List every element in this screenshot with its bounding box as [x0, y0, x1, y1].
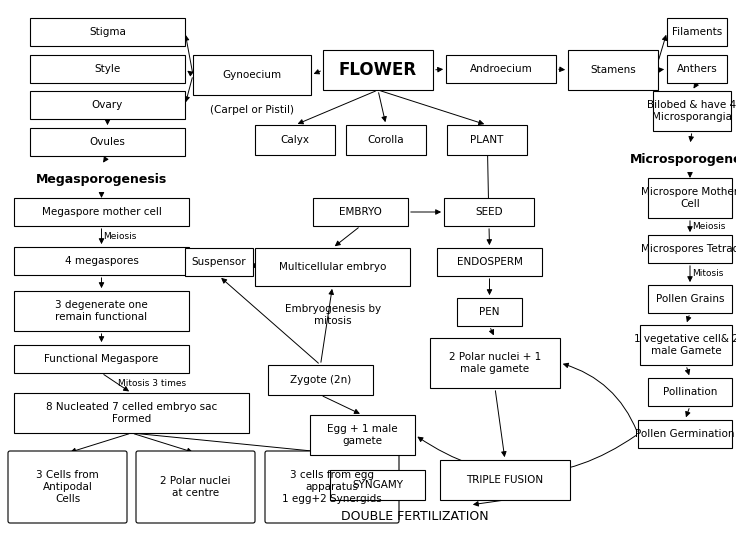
- Text: Embryogenesis by
mitosis: Embryogenesis by mitosis: [285, 304, 381, 326]
- Text: SEED: SEED: [475, 207, 503, 217]
- Text: EMBRYO: EMBRYO: [339, 207, 382, 217]
- FancyBboxPatch shape: [457, 298, 522, 326]
- Text: FLOWER: FLOWER: [339, 61, 417, 79]
- Text: 2 Polar nuclei + 1
male gamete: 2 Polar nuclei + 1 male gamete: [449, 352, 541, 374]
- Text: Corolla: Corolla: [368, 135, 404, 145]
- Text: 2 Polar nuclei
at centre: 2 Polar nuclei at centre: [160, 476, 231, 498]
- Text: Androecium: Androecium: [470, 64, 532, 74]
- FancyBboxPatch shape: [8, 451, 127, 523]
- FancyBboxPatch shape: [255, 125, 335, 155]
- Text: Microsporogenes: Microsporogenes: [630, 153, 736, 166]
- FancyBboxPatch shape: [653, 91, 731, 131]
- FancyBboxPatch shape: [667, 55, 727, 83]
- Text: Meiosis: Meiosis: [104, 232, 137, 241]
- Text: SYNGAMY: SYNGAMY: [352, 480, 403, 490]
- Text: Microspore Mother
Cell: Microspore Mother Cell: [642, 187, 736, 209]
- FancyBboxPatch shape: [648, 378, 732, 406]
- Text: Pollination: Pollination: [663, 387, 717, 397]
- Text: PEN: PEN: [479, 307, 500, 317]
- Text: Gynoecium: Gynoecium: [222, 70, 282, 80]
- Text: (Carpel or Pistil): (Carpel or Pistil): [210, 105, 294, 115]
- Text: Suspensor: Suspensor: [191, 257, 247, 267]
- FancyBboxPatch shape: [667, 18, 727, 46]
- FancyBboxPatch shape: [255, 248, 410, 286]
- FancyBboxPatch shape: [14, 393, 249, 433]
- Text: Functional Megaspore: Functional Megaspore: [44, 354, 159, 364]
- Text: Style: Style: [94, 64, 121, 74]
- FancyBboxPatch shape: [430, 338, 560, 388]
- Text: 3 degenerate one
remain functional: 3 degenerate one remain functional: [55, 300, 148, 322]
- Text: TRIPLE FUSION: TRIPLE FUSION: [467, 475, 544, 485]
- FancyBboxPatch shape: [444, 198, 534, 226]
- Text: Ovules: Ovules: [90, 137, 125, 147]
- Text: Mitosis 3 times: Mitosis 3 times: [118, 379, 187, 388]
- Text: ENDOSPERM: ENDOSPERM: [456, 257, 523, 267]
- FancyBboxPatch shape: [310, 415, 415, 455]
- FancyBboxPatch shape: [193, 55, 311, 95]
- FancyBboxPatch shape: [30, 128, 185, 156]
- Text: 4 megaspores: 4 megaspores: [65, 256, 138, 266]
- FancyBboxPatch shape: [447, 125, 527, 155]
- FancyBboxPatch shape: [14, 247, 189, 275]
- FancyBboxPatch shape: [136, 451, 255, 523]
- Text: Zygote (2n): Zygote (2n): [290, 375, 351, 385]
- Text: Pollen Germination: Pollen Germination: [635, 429, 735, 439]
- FancyBboxPatch shape: [323, 50, 433, 90]
- FancyBboxPatch shape: [568, 50, 658, 90]
- Text: Stamens: Stamens: [590, 65, 636, 75]
- FancyBboxPatch shape: [648, 235, 732, 263]
- FancyBboxPatch shape: [638, 420, 732, 448]
- FancyBboxPatch shape: [14, 291, 189, 331]
- Text: Ovary: Ovary: [92, 100, 123, 110]
- FancyBboxPatch shape: [185, 248, 253, 276]
- Text: Pollen Grains: Pollen Grains: [656, 294, 724, 304]
- Text: PLANT: PLANT: [470, 135, 503, 145]
- Text: Stigma: Stigma: [89, 27, 126, 37]
- FancyBboxPatch shape: [648, 178, 732, 218]
- FancyBboxPatch shape: [30, 18, 185, 46]
- Text: Calyx: Calyx: [280, 135, 310, 145]
- FancyBboxPatch shape: [440, 460, 570, 500]
- FancyBboxPatch shape: [313, 198, 408, 226]
- FancyBboxPatch shape: [446, 55, 556, 83]
- FancyBboxPatch shape: [346, 125, 426, 155]
- Text: Meiosis: Meiosis: [692, 222, 726, 231]
- FancyBboxPatch shape: [30, 91, 185, 119]
- FancyBboxPatch shape: [640, 325, 732, 365]
- Text: 3 cells from egg
apparatus
1 egg+2 Synergids: 3 cells from egg apparatus 1 egg+2 Syner…: [282, 470, 382, 504]
- Text: 1 vegetative cell& 2
male Gamete: 1 vegetative cell& 2 male Gamete: [634, 334, 736, 356]
- FancyBboxPatch shape: [30, 55, 185, 83]
- FancyBboxPatch shape: [14, 198, 189, 226]
- Text: Megasporogenesis: Megasporogenesis: [36, 172, 167, 185]
- FancyBboxPatch shape: [648, 285, 732, 313]
- Text: Multicellular embryo: Multicellular embryo: [279, 262, 386, 272]
- Text: DOUBLE FERTILIZATION: DOUBLE FERTILIZATION: [342, 509, 489, 522]
- FancyBboxPatch shape: [268, 365, 373, 395]
- Text: Megaspore mother cell: Megaspore mother cell: [41, 207, 161, 217]
- Text: Egg + 1 male
gamete: Egg + 1 male gamete: [328, 424, 398, 446]
- FancyBboxPatch shape: [437, 248, 542, 276]
- Text: Mitosis: Mitosis: [692, 270, 723, 279]
- Text: Anthers: Anthers: [676, 64, 718, 74]
- FancyBboxPatch shape: [330, 470, 425, 500]
- FancyBboxPatch shape: [14, 345, 189, 373]
- Text: 8 Nucleated 7 celled embryo sac
Formed: 8 Nucleated 7 celled embryo sac Formed: [46, 402, 217, 424]
- Text: 3 Cells from
Antipodal
Cells: 3 Cells from Antipodal Cells: [36, 470, 99, 504]
- Text: Microspores Tetrad: Microspores Tetrad: [641, 244, 736, 254]
- Text: Filaments: Filaments: [672, 27, 722, 37]
- Text: Bilobed & have 4
Microsporangia: Bilobed & have 4 Microsporangia: [648, 100, 736, 122]
- FancyBboxPatch shape: [265, 451, 399, 523]
